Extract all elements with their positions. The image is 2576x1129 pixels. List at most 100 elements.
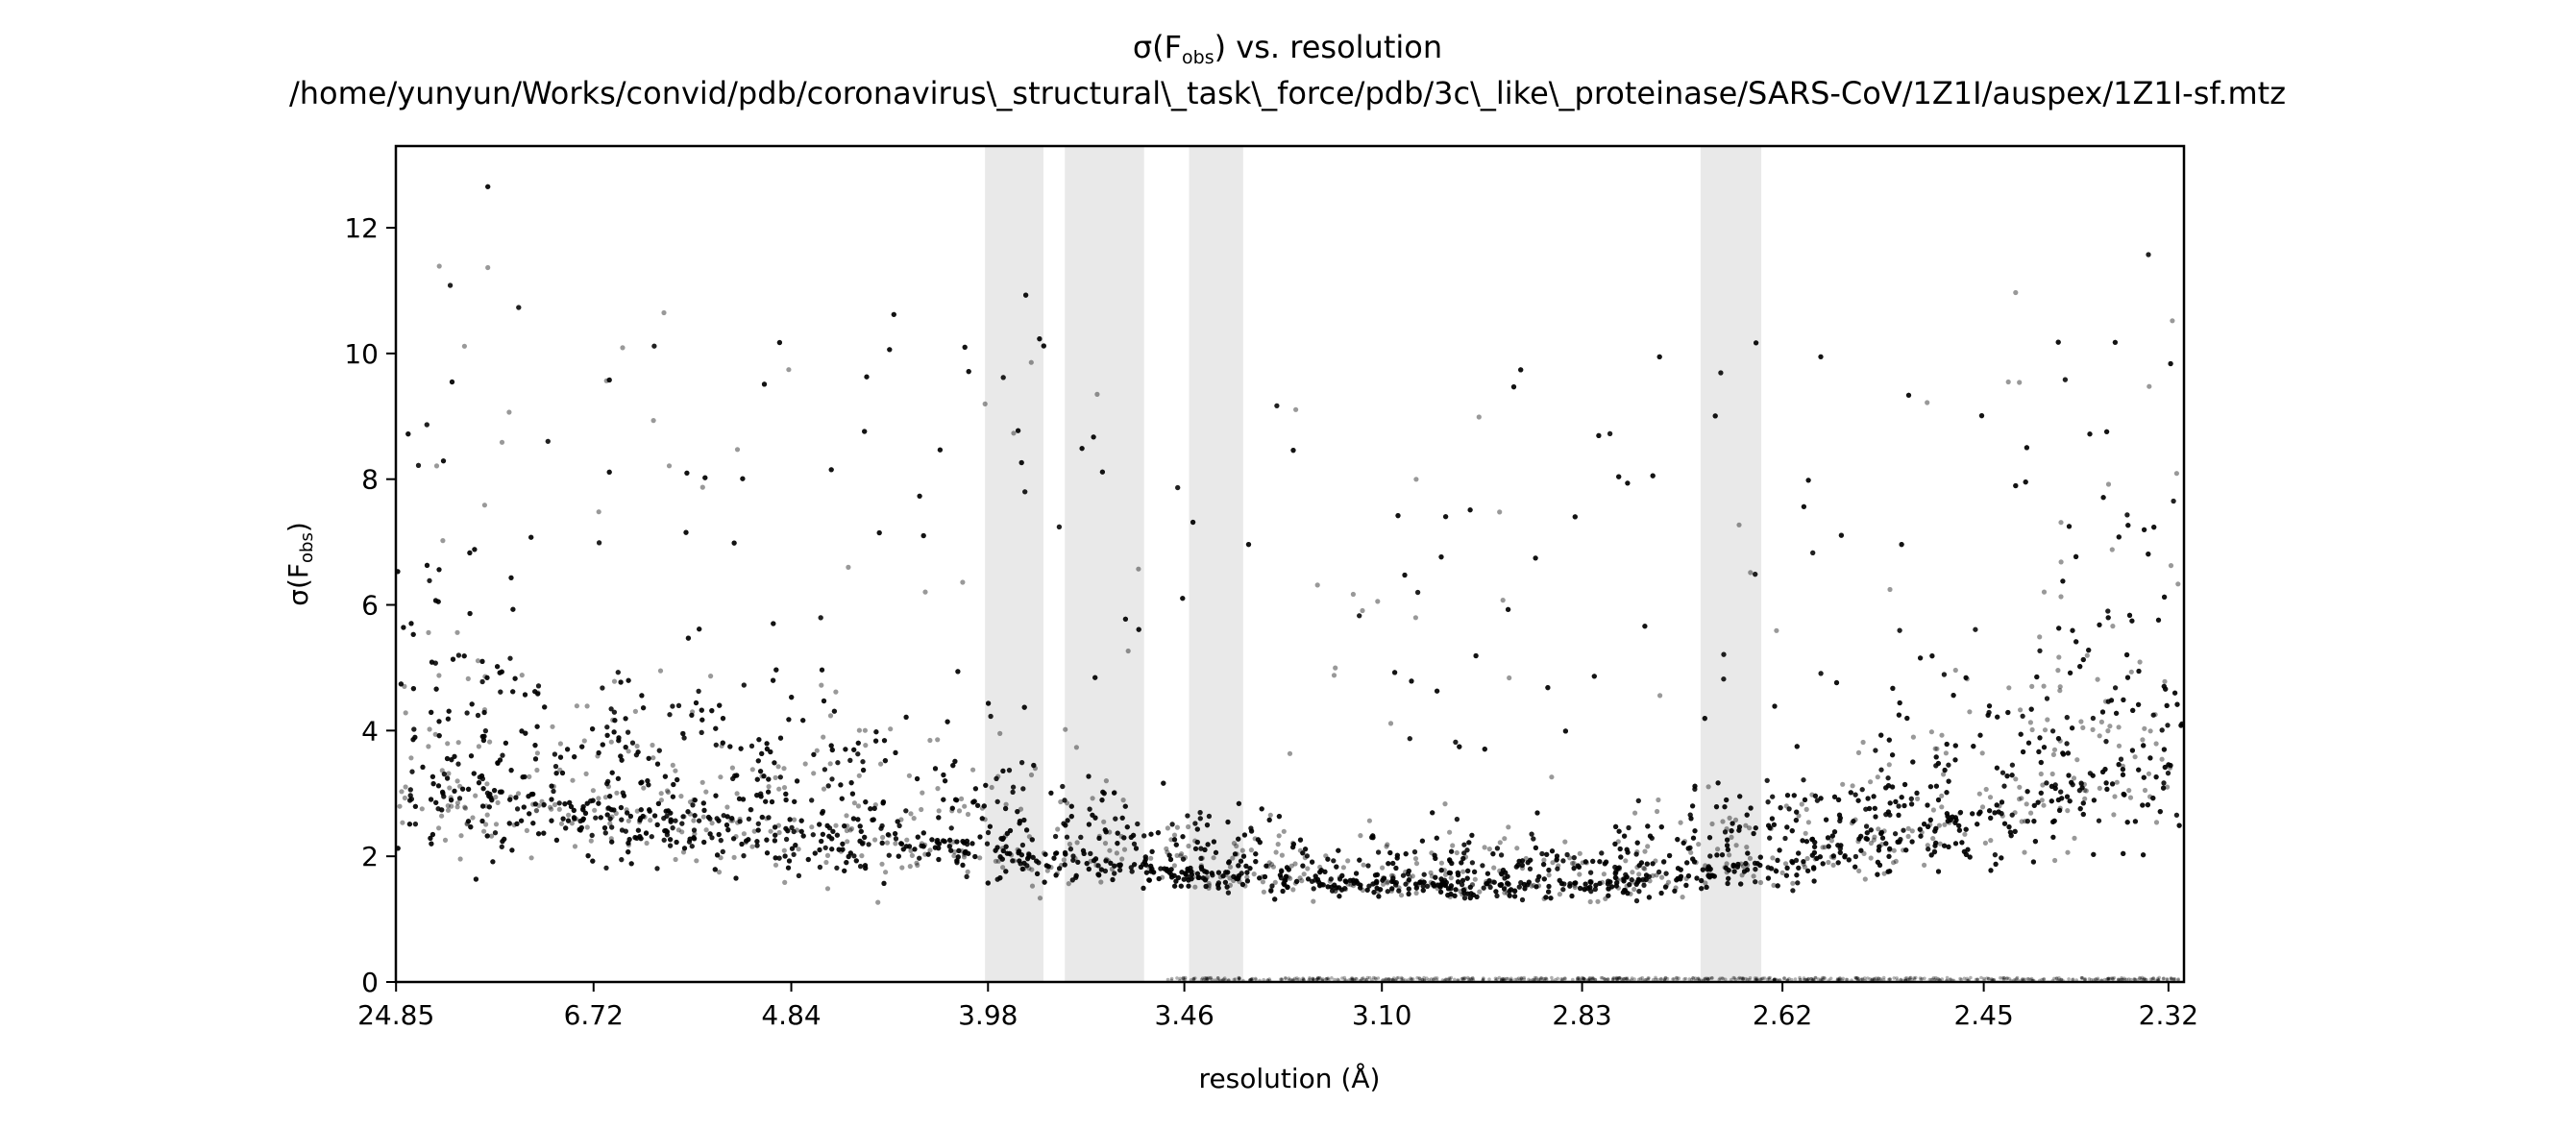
data-point [2087, 431, 2093, 437]
data-point [1588, 878, 1594, 885]
data-point [2057, 805, 2063, 811]
data-point [701, 807, 707, 814]
data-point [1091, 434, 1096, 440]
data-point [1988, 838, 1994, 844]
data-point [776, 786, 782, 792]
data-point [1799, 801, 1804, 807]
data-point [1569, 893, 1575, 899]
data-point [971, 798, 977, 804]
data-point [839, 796, 845, 801]
data-point [929, 837, 935, 843]
data-point [2162, 678, 2168, 684]
data-point [1484, 881, 1490, 887]
data-point [1460, 855, 1466, 862]
data-point [1073, 745, 1079, 750]
data-point [1003, 869, 1009, 874]
data-point [412, 803, 418, 809]
data-point [2120, 763, 2125, 769]
data-point [1336, 847, 1341, 853]
data-point [1442, 882, 1448, 889]
data-point [1732, 817, 1739, 823]
data-point [883, 870, 889, 875]
data-point [1204, 822, 1211, 828]
data-point [1041, 343, 1046, 349]
data-point [718, 774, 724, 780]
data-point [1944, 790, 1950, 796]
data-point [1868, 855, 1874, 861]
data-point [2005, 709, 2011, 716]
data-point [863, 865, 869, 871]
data-point [699, 707, 704, 713]
data-point [951, 853, 957, 859]
data-point [1522, 886, 1528, 892]
data-point [1771, 822, 1777, 827]
data-point [1891, 847, 1897, 853]
data-point [1277, 872, 1283, 878]
data-point [1452, 893, 1458, 898]
data-point [452, 788, 457, 794]
data-point [1554, 857, 1559, 864]
data-point [429, 841, 434, 847]
data-point [871, 805, 877, 812]
data-point [2041, 802, 2047, 808]
data-point [1044, 868, 1050, 873]
data-point [1299, 878, 1305, 884]
data-point [1484, 871, 1490, 876]
data-point [410, 631, 416, 637]
data-point [2051, 818, 2057, 824]
data-point [746, 837, 751, 843]
data-point [2147, 728, 2153, 734]
data-point [733, 834, 739, 840]
data-point [2168, 763, 2173, 769]
data-point [1034, 858, 1040, 864]
data-point [2112, 794, 2118, 799]
data-point [781, 847, 787, 853]
data-point [908, 811, 914, 817]
data-point [1835, 860, 1841, 866]
data-point [715, 852, 721, 858]
data-point [826, 833, 832, 839]
data-point [426, 744, 431, 749]
data-point [410, 686, 416, 692]
data-point [2132, 754, 2138, 760]
data-point [1801, 503, 1806, 509]
data-point [1782, 861, 1789, 867]
data-point [1149, 848, 1155, 854]
data-point [1932, 746, 1938, 751]
data-point [1421, 879, 1427, 885]
data-point [1102, 841, 1109, 847]
data-point [1805, 820, 1811, 825]
data-point [1196, 874, 1202, 881]
data-point [2159, 756, 2165, 762]
data-point [506, 409, 512, 415]
data-point [2086, 648, 2092, 653]
data-point [2126, 612, 2133, 619]
data-point [1802, 797, 1808, 803]
data-point [1018, 852, 1024, 858]
data-point [935, 786, 941, 792]
data-point [1837, 849, 1843, 855]
data-point [798, 828, 804, 834]
data-point [1738, 861, 1744, 867]
data-point [1946, 844, 1951, 850]
data-point [1066, 881, 1071, 887]
data-point [1727, 852, 1732, 858]
data-point [654, 822, 660, 828]
data-point [1541, 857, 1547, 863]
data-point [965, 811, 971, 818]
data-point [524, 827, 530, 834]
data-point [445, 716, 451, 722]
data-point [1919, 829, 1925, 835]
data-point [1546, 872, 1552, 878]
data-point [626, 849, 631, 855]
data-point [2095, 676, 2100, 682]
data-point [862, 834, 868, 841]
data-point [1284, 865, 1290, 871]
data-point [1231, 841, 1238, 847]
data-point [1438, 889, 1444, 895]
data-point [1942, 843, 1948, 848]
data-point [1121, 847, 1128, 852]
data-point [811, 771, 817, 776]
data-point [845, 823, 850, 829]
data-point [2120, 772, 2126, 777]
